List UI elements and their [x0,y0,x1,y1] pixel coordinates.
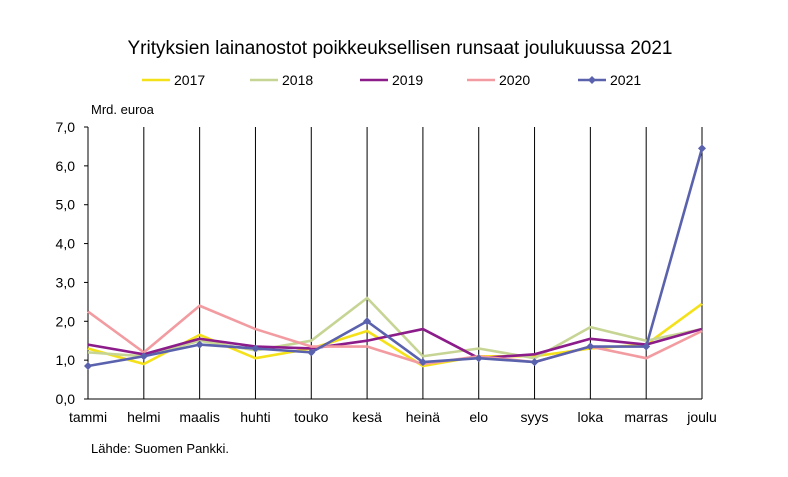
y-tick-label: 1,0 [56,352,76,368]
x-axis-ticks: tammi helmi maalis huhti touko kesä heinä elo sy… [69,409,717,425]
x-tick-label-elo: elo [469,409,488,425]
data-point-2021-kesä [363,317,372,326]
legend: 2017 2018 2019 2020 2021 [142,72,641,88]
axes [84,126,702,400]
series-line-2019 [87,327,703,360]
y-axis-unit: Mrd. euroa [91,102,155,117]
legend-marker-2021 [588,76,596,84]
x-tick-label-huhti: huhti [240,409,270,425]
y-tick-label: 2,0 [56,313,76,329]
legend-label-2021: 2021 [610,72,641,88]
x-tick-label-tammi: tammi [69,409,107,425]
data-point-2021-syys [530,358,539,367]
data-point-2021-maalis [195,340,204,349]
y-tick-label: 3,0 [56,274,76,290]
series-line-2018 [87,296,703,360]
x-tick-label-joulu: joulu [686,409,717,425]
source-note: Lähde: Suomen Pankki. [91,441,229,456]
data-point-2021-helmi [139,352,148,361]
data-point-2021-huhti [251,344,260,353]
data-point-2021-heinä [418,358,427,367]
data-point-2021-touko [307,348,316,357]
x-tick-label-maalis: maalis [179,409,219,425]
data-point-2021-elo [474,354,483,363]
x-tick-label-touko: touko [294,409,328,425]
x-tick-label-helmi: helmi [127,409,160,425]
series-line-2021 [87,148,704,368]
x-tick-label-kesä: kesä [352,409,382,425]
y-tick-label: 7,0 [56,119,76,135]
data-point-2021-loka [586,342,595,351]
y-axis-ticks: 0,0 1,0 2,0 3,0 4,0 5,0 6,0 7,0 [56,119,76,407]
y-tick-label: 0,0 [56,391,76,407]
x-tick-label-syys: syys [521,409,549,425]
x-tick-label-loka: loka [578,409,604,425]
legend-label-2019: 2019 [392,72,423,88]
data-point-2021-tammi [84,361,92,370]
chart-title: Yrityksien lainanostot poikkeuksellisen … [128,38,673,59]
y-tick-label: 4,0 [56,236,76,252]
y-tick-label: 5,0 [56,197,76,213]
x-tick-label-marras: marras [624,409,668,425]
data-point-2021-joulu [698,144,706,153]
y-tick-label: 6,0 [56,158,76,174]
x-tick-label-heinä: heinä [406,409,440,425]
series-line-2020 [87,304,703,366]
grid [87,127,703,399]
data-point-2021-marras [642,342,651,351]
legend-label-2020: 2020 [499,72,530,88]
series-group [84,144,706,370]
legend-label-2018: 2018 [282,72,313,88]
legend-label-2017: 2017 [174,72,205,88]
